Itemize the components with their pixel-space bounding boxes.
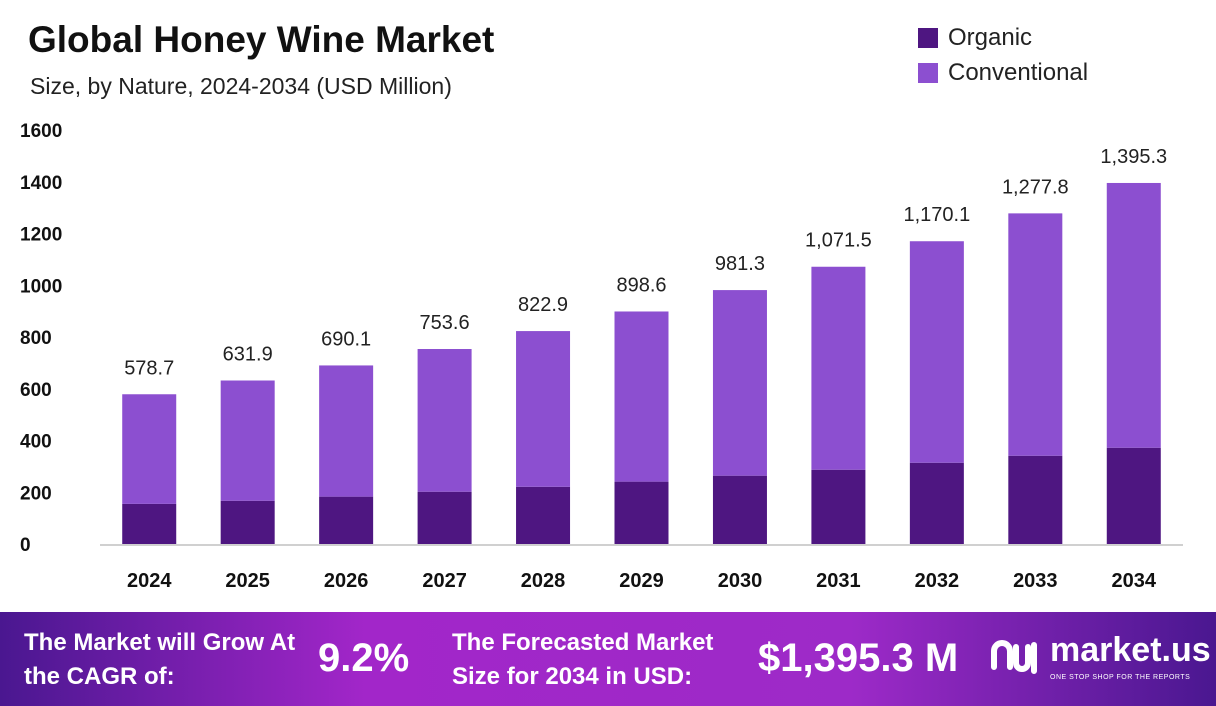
x-tick-label: 2028 xyxy=(521,570,566,592)
bar-organic-2026 xyxy=(319,496,374,544)
logo-tagline: ONE STOP SHOP FOR THE REPORTS xyxy=(1050,674,1191,681)
y-tick-label: 600 xyxy=(20,380,52,401)
cagr-label: The Market will Grow At the CAGR of: xyxy=(24,629,296,690)
logo-text: market.us xyxy=(1050,631,1211,669)
bar-organic-2029 xyxy=(614,481,669,544)
bar-conventional-2033 xyxy=(1008,213,1063,456)
legend-swatch-organic xyxy=(918,27,938,48)
logo-icon xyxy=(991,640,1037,674)
legend-swatch-conventional xyxy=(918,62,938,83)
bar-conventional-2026 xyxy=(319,365,374,497)
y-tick-label: 1200 xyxy=(20,225,62,246)
bar-conventional-2024 xyxy=(122,394,177,504)
x-tick-label: 2026 xyxy=(324,570,369,592)
y-tick-label: 1400 xyxy=(20,173,62,194)
x-tick-label: 2031 xyxy=(816,570,861,592)
y-tick-label: 200 xyxy=(20,483,52,504)
forecast-label: The Forecasted Market Size for 2034 in U… xyxy=(452,629,714,690)
y-tick-label: 0 xyxy=(20,535,31,556)
x-tick-label: 2032 xyxy=(915,570,960,592)
bar-conventional-2027 xyxy=(417,349,472,492)
bar-conventional-2031 xyxy=(811,266,866,470)
bar-organic-2032 xyxy=(909,462,964,544)
x-tick-label: 2024 xyxy=(127,570,172,592)
bar-organic-2028 xyxy=(516,486,571,544)
forecast-value: $1,395.3 M xyxy=(758,636,959,680)
x-tick-label: 2033 xyxy=(1013,570,1058,592)
bar-organic-2033 xyxy=(1008,455,1063,544)
bar-conventional-2029 xyxy=(614,311,669,482)
y-tick-label: 400 xyxy=(20,432,52,453)
market-us-logo: market.us ONE STOP SHOP FOR THE REPORTS xyxy=(990,630,1211,684)
bar-organic-2034 xyxy=(1106,447,1161,544)
cagr-value: 9.2% xyxy=(318,636,410,680)
bar-conventional-2025 xyxy=(220,380,275,501)
bar-chart: 0 200 400 600 800 1000 1200 1400 1600 578.7 2024 63… xyxy=(20,121,1183,592)
data-label: 753.6 xyxy=(420,312,470,334)
legend-label: Conventional xyxy=(948,58,1089,86)
bar-conventional-2028 xyxy=(516,331,571,487)
y-tick-label: 800 xyxy=(20,328,52,349)
bar-organic-2031 xyxy=(811,469,866,544)
x-tick-label: 2029 xyxy=(619,570,664,592)
bar-organic-2027 xyxy=(417,491,472,544)
chart-subtitle: Size, by Nature, 2024-2034 (USD Million) xyxy=(30,73,452,99)
x-tick-label: 2030 xyxy=(718,570,763,592)
data-label: 578.7 xyxy=(124,357,174,379)
data-label: 1,071.5 xyxy=(805,230,872,252)
legend-item-conventional: Conventional xyxy=(918,55,1088,90)
data-label: 690.1 xyxy=(321,328,371,350)
data-label: 898.6 xyxy=(616,274,666,296)
summary-banner: The Market will Grow At the CAGR of: 9.2… xyxy=(0,612,1216,706)
bar-conventional-2032 xyxy=(909,241,964,463)
bar-conventional-2034 xyxy=(1106,182,1161,448)
data-label: 1,395.3 xyxy=(1100,146,1167,168)
x-tick-label: 2034 xyxy=(1112,570,1157,592)
data-label: 631.9 xyxy=(223,343,273,365)
x-tick-label: 2027 xyxy=(422,570,467,592)
legend: Organic Conventional xyxy=(918,20,1088,90)
data-label: 981.3 xyxy=(715,253,765,275)
data-label: 822.9 xyxy=(518,294,568,316)
bar-organic-2025 xyxy=(220,500,275,544)
y-tick-label: 1000 xyxy=(20,276,62,297)
x-tick-label: 2025 xyxy=(225,570,270,592)
bar-conventional-2030 xyxy=(712,290,767,476)
data-label: 1,277.8 xyxy=(1002,176,1069,198)
chart-title: Global Honey Wine Market xyxy=(28,19,495,60)
bar-organic-2030 xyxy=(712,475,767,544)
bar-organic-2024 xyxy=(122,503,177,544)
y-tick-label: 1600 xyxy=(20,121,62,142)
legend-label: Organic xyxy=(948,23,1033,51)
data-label: 1,170.1 xyxy=(903,204,970,226)
legend-item-organic: Organic xyxy=(918,20,1088,55)
